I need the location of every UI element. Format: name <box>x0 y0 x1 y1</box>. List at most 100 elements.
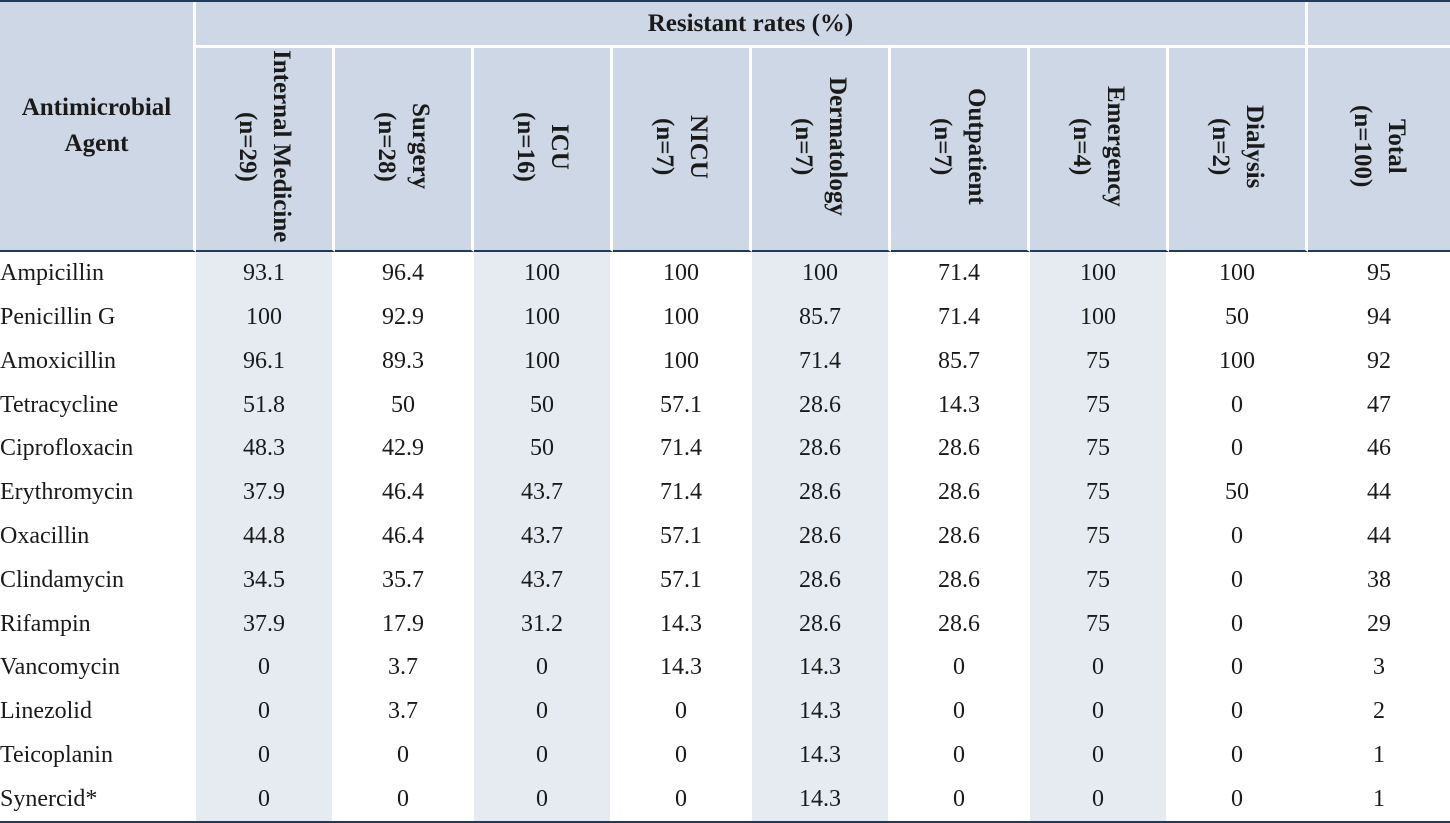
rate-value-cell: 14.3 <box>752 733 891 778</box>
rate-value-cell: 100 <box>474 252 613 296</box>
table-row: Tetracycline 51.8 50 50 57.1 28.6 14.3 75 0 47 <box>0 383 1450 428</box>
rate-value-cell: 100 <box>613 252 752 296</box>
rate-value-cell: 0 <box>891 689 1030 734</box>
rate-value-cell: 14.3 <box>613 645 752 690</box>
agent-name-cell: Tetracycline <box>0 383 196 428</box>
rate-value-cell: 0 <box>613 777 752 821</box>
rate-value-cell: 14.3 <box>752 645 891 690</box>
rate-value-cell: 28.6 <box>891 558 1030 603</box>
column-header-label: Internal Medicine (n=29) <box>234 50 295 243</box>
resistant-rates-header: Resistant rates (%) <box>196 2 1309 48</box>
total-value-cell: 46 <box>1308 427 1450 471</box>
rate-value-cell: 100 <box>613 339 752 384</box>
table-row: Oxacillin 44.8 46.4 43.7 57.1 28.6 28.6 75 0 44 <box>0 514 1450 559</box>
rate-value-cell: 0 <box>196 689 335 734</box>
rate-value-cell: 28.6 <box>752 514 891 559</box>
agent-name-cell: Synercid* <box>0 777 196 821</box>
total-value-cell: 2 <box>1308 689 1450 734</box>
rate-value-cell: 0 <box>474 645 613 690</box>
rate-value-cell: 100 <box>474 295 613 340</box>
rate-value-cell: 0 <box>196 777 335 821</box>
rate-value-cell: 0 <box>1169 558 1309 603</box>
rate-value-cell: 44.8 <box>196 514 335 559</box>
column-header-label: NICU (n=7) <box>651 114 712 179</box>
rate-value-cell: 75 <box>1030 470 1169 515</box>
total-value-cell: 3 <box>1308 645 1450 690</box>
rate-value-cell: 37.9 <box>196 602 335 646</box>
rate-value-cell: 100 <box>1169 252 1309 296</box>
total-value-cell: 95 <box>1308 252 1450 296</box>
rate-value-cell: 50 <box>1169 470 1309 515</box>
rate-value-cell: 92.9 <box>335 295 474 340</box>
column-header-icu: ICU (n=16) <box>474 48 613 252</box>
rate-value-cell: 85.7 <box>752 295 891 340</box>
rate-value-cell: 0 <box>891 777 1030 821</box>
table-row: Synercid* 0 0 0 0 14.3 0 0 0 1 <box>0 777 1450 821</box>
rate-value-cell: 50 <box>335 383 474 428</box>
rate-value-cell: 14.3 <box>752 689 891 734</box>
rate-value-cell: 100 <box>613 295 752 340</box>
rate-value-cell: 96.4 <box>335 252 474 296</box>
rate-value-cell: 0 <box>1169 602 1309 646</box>
rate-value-cell: 0 <box>1169 689 1309 734</box>
rate-value-cell: 28.6 <box>891 602 1030 646</box>
agent-name-cell: Rifampin <box>0 602 196 646</box>
rate-value-cell: 100 <box>474 339 613 384</box>
rate-value-cell: 37.9 <box>196 470 335 515</box>
column-header-label: Total (n=100) <box>1349 105 1411 188</box>
column-header-outpatient: Outpatient (n=7) <box>891 48 1030 252</box>
rate-value-cell: 14.3 <box>613 602 752 646</box>
agent-name-cell: Teicoplanin <box>0 733 196 778</box>
agent-name-cell: Penicillin G <box>0 295 196 340</box>
rate-value-cell: 28.6 <box>891 470 1030 515</box>
rate-value-cell: 43.7 <box>474 470 613 515</box>
agent-name-cell: Ciprofloxacin <box>0 427 196 471</box>
total-value-cell: 47 <box>1308 383 1450 428</box>
rate-value-cell: 50 <box>474 383 613 428</box>
rate-value-cell: 14.3 <box>891 383 1030 428</box>
table-row: Teicoplanin 0 0 0 0 14.3 0 0 0 1 <box>0 733 1450 778</box>
rate-value-cell: 75 <box>1030 602 1169 646</box>
column-header-nicu: NICU (n=7) <box>613 48 752 252</box>
rate-value-cell: 50 <box>1169 295 1309 340</box>
rate-value-cell: 0 <box>1169 514 1309 559</box>
table-row: Amoxicillin 96.1 89.3 100 100 71.4 85.7 75 100 92 <box>0 339 1450 384</box>
rate-value-cell: 100 <box>752 252 891 296</box>
rate-value-cell: 0 <box>891 645 1030 690</box>
rate-value-cell: 0 <box>1169 645 1309 690</box>
column-header-dialysis: Dialysis (n=2) <box>1169 48 1309 252</box>
column-header-label: Outpatient (n=7) <box>929 88 990 205</box>
rate-value-cell: 0 <box>474 777 613 821</box>
rate-value-cell: 51.8 <box>196 383 335 428</box>
rate-value-cell: 28.6 <box>752 427 891 471</box>
column-header-internal-medicine: Internal Medicine (n=29) <box>196 48 335 252</box>
antimicrobial-agent-header: Antimicrobial Agent <box>0 2 196 252</box>
rate-value-cell: 0 <box>474 733 613 778</box>
table-row: Vancomycin 0 3.7 0 14.3 14.3 0 0 0 3 <box>0 645 1450 690</box>
rate-value-cell: 28.6 <box>752 602 891 646</box>
rate-value-cell: 0 <box>1169 383 1309 428</box>
rate-value-cell: 96.1 <box>196 339 335 384</box>
total-value-cell: 38 <box>1308 558 1450 603</box>
rate-value-cell: 0 <box>1169 733 1309 778</box>
table-row: Clindamycin 34.5 35.7 43.7 57.1 28.6 28.6 75 0 38 <box>0 558 1450 603</box>
rate-value-cell: 0 <box>1030 733 1169 778</box>
rate-value-cell: 14.3 <box>752 777 891 821</box>
rate-value-cell: 3.7 <box>335 645 474 690</box>
rate-value-cell: 0 <box>613 733 752 778</box>
column-header-label: Dermatology (n=7) <box>790 77 851 216</box>
agent-name-cell: Vancomycin <box>0 645 196 690</box>
rate-value-cell: 46.4 <box>335 470 474 515</box>
rate-value-cell: 42.9 <box>335 427 474 471</box>
column-header-label: Surgery (n=28) <box>373 103 434 190</box>
agent-name-cell: Linezolid <box>0 689 196 734</box>
rate-value-cell: 75 <box>1030 514 1169 559</box>
total-value-cell: 92 <box>1308 339 1450 384</box>
rate-value-cell: 35.7 <box>335 558 474 603</box>
rate-value-cell: 71.4 <box>891 295 1030 340</box>
column-header-label: Emergency (n=4) <box>1068 86 1129 207</box>
table-row: Linezolid 0 3.7 0 0 14.3 0 0 0 2 <box>0 689 1450 734</box>
column-header-dermatology: Dermatology (n=7) <box>752 48 891 252</box>
total-value-cell: 94 <box>1308 295 1450 340</box>
table-row: Erythromycin 37.9 46.4 43.7 71.4 28.6 28.6 75 50… <box>0 470 1450 515</box>
